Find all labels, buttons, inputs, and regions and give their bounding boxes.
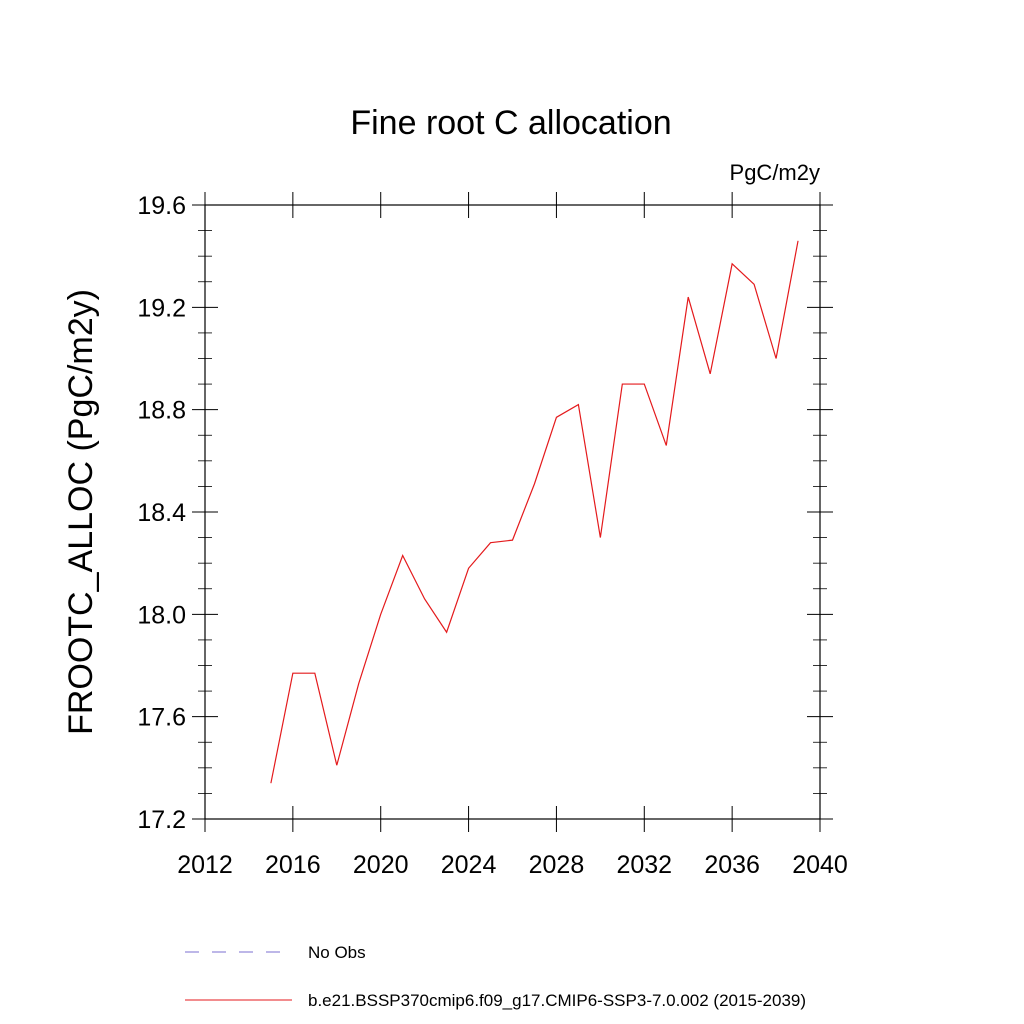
y-tick-label: 17.6 [137, 704, 186, 732]
x-tick-label: 2032 [616, 851, 672, 879]
chart-title: Fine root C allocation [350, 104, 671, 142]
x-tick-label: 2012 [177, 851, 233, 879]
plot-frame [204, 204, 821, 820]
legend-label: b.e21.BSSP370cmip6.f09_g17.CMIP6-SSP3-7.… [308, 991, 806, 1010]
legend-label: No Obs [308, 943, 366, 962]
y-tick-label: 19.6 [137, 192, 186, 220]
y-tick-label: 19.2 [137, 294, 186, 322]
series-line [270, 240, 799, 784]
y-axis-label: FROOTC_ALLOC (PgC/m2y) [62, 289, 100, 735]
y-tick-label: 17.2 [137, 806, 186, 834]
y-tick-label: 18.8 [137, 397, 186, 425]
x-tick-label: 2040 [792, 851, 848, 879]
y-tick-label: 18.0 [137, 601, 186, 629]
axis-tick-labels: 17.2 17.6 18.0 18.4 18.8 19.2 19.6 2012 2016 2020… [137, 192, 847, 879]
x-tick-label: 2016 [265, 851, 321, 879]
y-tick-label: 18.4 [137, 499, 186, 527]
units-label: PgC/m2y [730, 160, 820, 185]
legend: No Obs b.e21.BSSP370cmip6.f09_g17.CMIP6-S… [185, 943, 806, 1010]
x-tick-label: 2020 [353, 851, 409, 879]
x-tick-label: 2036 [704, 851, 760, 879]
axis-ticks [192, 192, 833, 832]
x-tick-label: 2024 [441, 851, 497, 879]
series-group [270, 240, 799, 784]
x-tick-label: 2028 [529, 851, 585, 879]
